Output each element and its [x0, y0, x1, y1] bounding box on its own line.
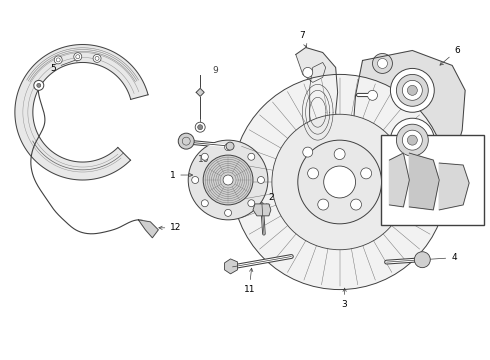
Circle shape: [195, 122, 205, 132]
Circle shape: [324, 166, 356, 198]
Polygon shape: [390, 153, 409, 207]
Circle shape: [368, 90, 377, 100]
Circle shape: [224, 210, 232, 216]
Circle shape: [379, 137, 395, 153]
Circle shape: [377, 58, 388, 68]
Polygon shape: [224, 259, 238, 274]
Text: 6: 6: [440, 46, 460, 65]
Text: 5: 5: [50, 58, 79, 73]
Circle shape: [298, 140, 382, 224]
Circle shape: [402, 80, 422, 100]
Circle shape: [361, 168, 371, 179]
Circle shape: [404, 155, 420, 171]
Circle shape: [34, 80, 44, 90]
Circle shape: [248, 200, 255, 207]
Circle shape: [76, 55, 80, 59]
Polygon shape: [138, 220, 158, 238]
Text: 3: 3: [342, 288, 347, 309]
Circle shape: [272, 114, 407, 250]
Text: 10: 10: [198, 155, 210, 164]
Circle shape: [334, 149, 345, 159]
Text: 4: 4: [426, 253, 457, 262]
Circle shape: [197, 125, 203, 130]
Circle shape: [188, 140, 268, 220]
Circle shape: [303, 67, 313, 77]
FancyBboxPatch shape: [382, 135, 484, 225]
Circle shape: [54, 56, 62, 64]
Circle shape: [56, 58, 60, 62]
Circle shape: [318, 199, 329, 210]
Circle shape: [37, 84, 41, 87]
Polygon shape: [353, 50, 465, 180]
Circle shape: [178, 133, 194, 149]
Circle shape: [415, 252, 430, 268]
Polygon shape: [439, 163, 469, 210]
Text: 8: 8: [361, 180, 380, 189]
Circle shape: [95, 57, 99, 60]
Text: 12: 12: [159, 223, 182, 232]
Circle shape: [391, 68, 434, 112]
Polygon shape: [15, 45, 148, 180]
Circle shape: [223, 175, 233, 185]
Circle shape: [201, 153, 208, 160]
Circle shape: [391, 118, 434, 162]
Circle shape: [372, 54, 392, 73]
Circle shape: [74, 53, 82, 61]
Polygon shape: [296, 48, 338, 174]
Circle shape: [192, 176, 198, 184]
Circle shape: [203, 155, 253, 205]
Polygon shape: [196, 88, 204, 96]
Circle shape: [407, 135, 417, 145]
Text: 11: 11: [244, 268, 255, 294]
Circle shape: [226, 142, 234, 150]
Circle shape: [407, 85, 417, 95]
Circle shape: [93, 54, 101, 62]
Circle shape: [224, 144, 232, 150]
Polygon shape: [409, 153, 439, 210]
Text: 1: 1: [170, 171, 193, 180]
Circle shape: [257, 176, 265, 184]
Polygon shape: [253, 204, 271, 216]
Circle shape: [308, 168, 319, 179]
Circle shape: [303, 147, 313, 157]
Text: 2: 2: [267, 193, 273, 208]
Circle shape: [396, 75, 428, 106]
Circle shape: [396, 124, 428, 156]
Circle shape: [201, 200, 208, 207]
Text: 7: 7: [299, 31, 307, 47]
Text: 9: 9: [212, 66, 218, 75]
Circle shape: [402, 130, 422, 150]
Circle shape: [350, 199, 362, 210]
Circle shape: [232, 75, 447, 289]
Circle shape: [248, 153, 255, 160]
